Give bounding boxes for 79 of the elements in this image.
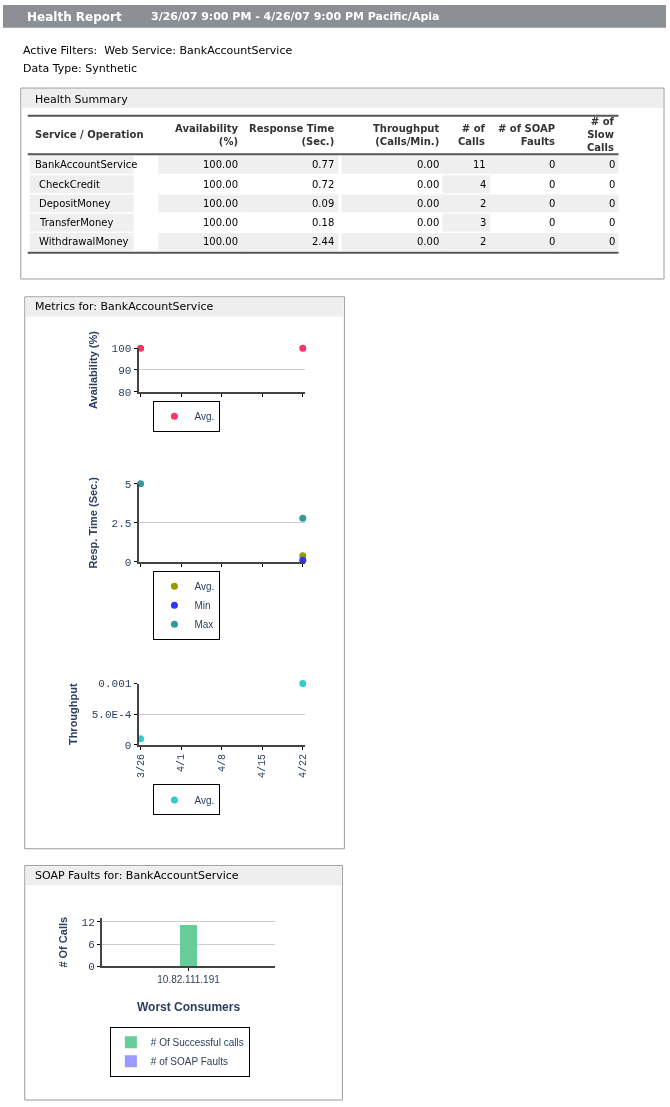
text: Response Time (Sec.): [249, 123, 335, 147]
text: 3: [480, 217, 487, 228]
text: Active Filters: Web Service: BankAccountService: [23, 44, 293, 57]
text: 2: [480, 198, 487, 209]
y-tick-label: 0.001: [98, 678, 132, 691]
text: 0: [609, 236, 616, 247]
text: # of Calls: [458, 123, 486, 147]
text: 0.00: [417, 179, 440, 190]
text: 11: [473, 159, 486, 170]
y-axis-title: Throughput: [66, 683, 79, 746]
text: 0.09: [312, 198, 335, 209]
text: 0: [609, 198, 616, 209]
text: CheckCredit: [39, 179, 100, 190]
text: 0.00: [417, 198, 440, 209]
x-tick-label: 4/1: [176, 753, 188, 772]
x-tick-label: 4/8: [216, 753, 228, 772]
text: 2.44: [312, 236, 335, 247]
y-tick-label: 0: [88, 961, 95, 974]
text: 0: [549, 179, 556, 190]
text: 0: [549, 198, 556, 209]
legend-label: Avg.: [194, 581, 215, 593]
text: 0: [549, 236, 556, 247]
text: # of SOAP Faults: [498, 123, 556, 147]
text: 0: [549, 217, 556, 228]
y-tick-label: 0: [124, 556, 132, 569]
text: 0.77: [312, 159, 335, 170]
legend-label: Avg.: [194, 411, 215, 423]
text: 0.18: [312, 217, 335, 228]
text: 0.72: [312, 179, 335, 190]
x-tick-label: 10.82.111.191: [157, 974, 221, 986]
text: BankAccountService: [35, 159, 138, 170]
legend-label: Avg.: [194, 794, 215, 806]
text: 0: [609, 179, 616, 190]
text: Health Report: [27, 10, 122, 24]
y-axis-title: # Of Calls: [56, 916, 69, 968]
text: Throughput (Calls/Min.): [373, 123, 440, 147]
y-axis-title: Availability (%): [86, 330, 99, 409]
text: Health Summary: [35, 93, 129, 106]
y-tick-label: 12: [81, 916, 95, 929]
x-tick-label: 3/26: [135, 753, 147, 778]
x-axis-title: Worst Consumers: [136, 999, 241, 1014]
text: 2: [480, 236, 487, 247]
text: WithdrawalMoney: [39, 236, 129, 247]
text: TransferMoney: [39, 217, 114, 228]
text: DepositMoney: [39, 198, 111, 209]
text: Data Type: Synthetic: [23, 62, 138, 75]
chart-title: Metrics for: BankAccountService: [35, 300, 214, 313]
legend-label: # Of Successful calls: [150, 1037, 244, 1049]
text: # of Slow Calls: [587, 116, 615, 153]
legend-label: Max: [194, 619, 214, 631]
y-tick-label: 100: [111, 343, 132, 356]
text: 0: [609, 217, 616, 228]
text: 4: [480, 179, 487, 190]
text: 3/26/07 9:00 PM - 4/26/07 9:00 PM Pacific/Apia: [151, 10, 440, 23]
y-tick-label: 6: [88, 938, 95, 951]
x-tick-label: 4/22: [298, 753, 310, 778]
text: Availability (%): [175, 123, 239, 147]
y-tick-label: 5: [124, 478, 132, 491]
text: 0: [549, 159, 556, 170]
text: Service / Operation: [35, 129, 144, 140]
text: 100.00: [203, 159, 238, 170]
y-tick-label: 2.5: [111, 517, 132, 530]
text: 100.00: [203, 217, 238, 228]
legend-label: Min: [194, 600, 211, 612]
x-tick-label: 4/15: [257, 753, 269, 778]
y-axis-title: Resp. Time (Sec.): [86, 476, 99, 569]
chart-title: SOAP Faults for: BankAccountService: [35, 869, 239, 882]
text: 100.00: [203, 179, 238, 190]
text: 100.00: [203, 198, 238, 209]
legend-label: # of SOAP Faults: [150, 1056, 228, 1068]
text: 100.00: [203, 236, 238, 247]
text: 0.00: [417, 159, 440, 170]
text: 0: [609, 159, 616, 170]
y-tick-label: 90: [118, 364, 132, 377]
text: 0.00: [417, 217, 440, 228]
y-tick-label: 80: [118, 386, 132, 399]
y-tick-label: 5.0E-4: [91, 709, 132, 722]
text: 0.00: [417, 236, 440, 247]
y-tick-label: 0: [124, 739, 132, 752]
